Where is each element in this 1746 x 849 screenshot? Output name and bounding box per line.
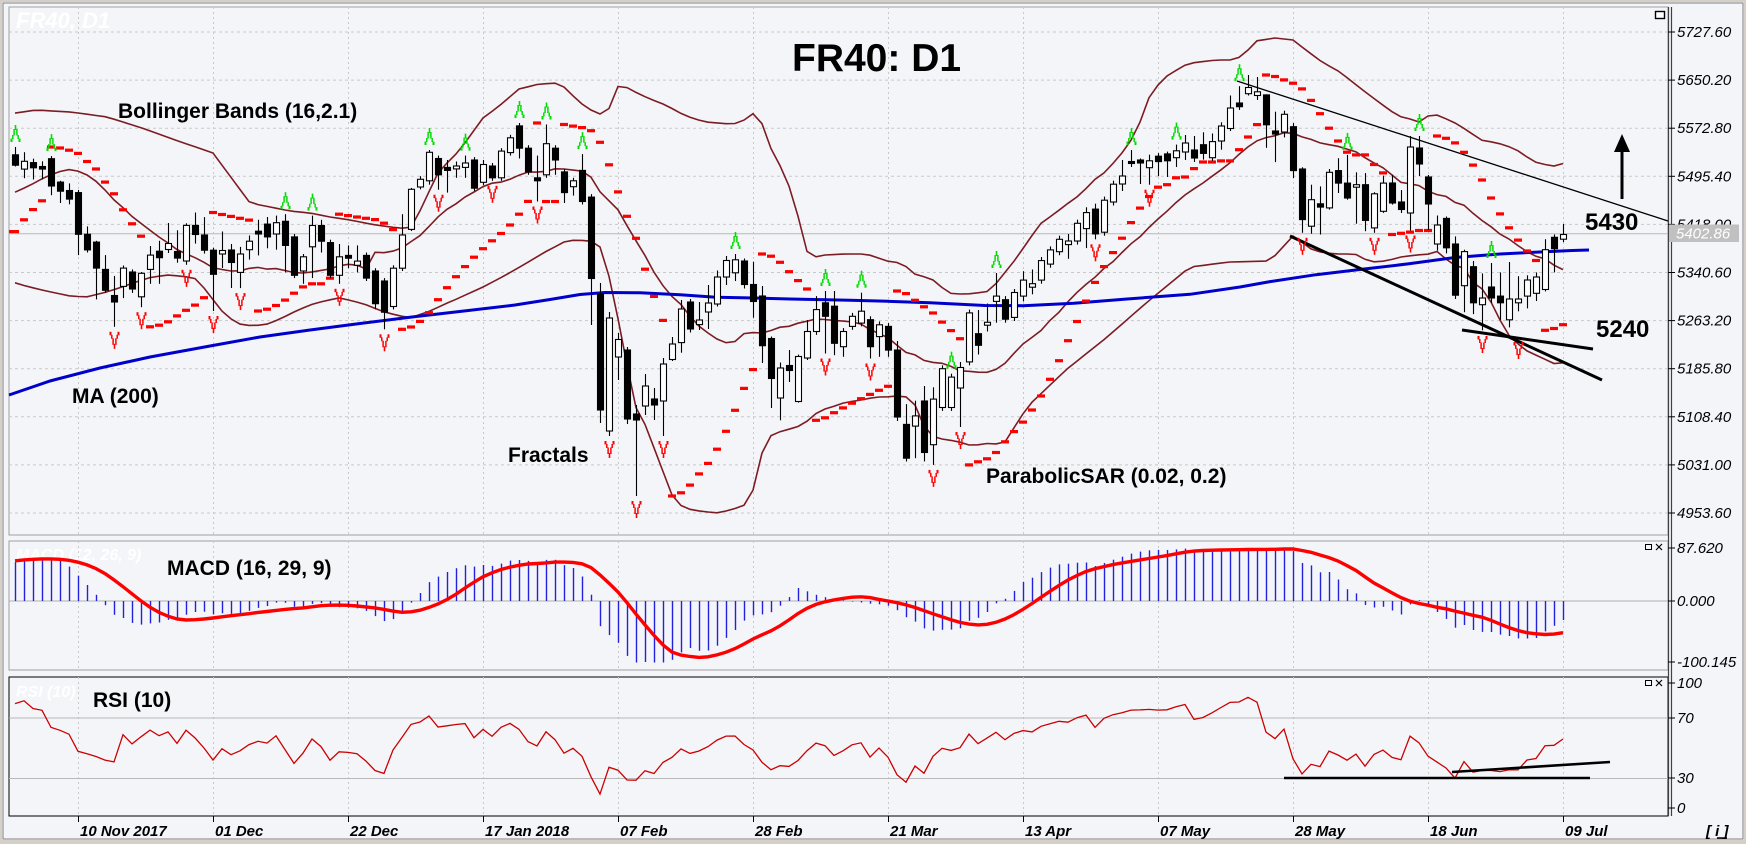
svg-text:MACD (16, 29, 9): MACD (16, 29, 9) xyxy=(167,557,332,580)
svg-text:13 Apr: 13 Apr xyxy=(1025,823,1072,840)
svg-text:[ i ]: [ i ] xyxy=(1705,823,1729,840)
svg-text:5240: 5240 xyxy=(1596,316,1649,343)
svg-text:5031.00: 5031.00 xyxy=(1677,457,1732,474)
svg-text:17 Jan 2018: 17 Jan 2018 xyxy=(485,823,570,840)
svg-text:07 Feb: 07 Feb xyxy=(620,823,668,840)
svg-text:Fractals: Fractals xyxy=(508,444,589,467)
svg-text:Bollinger Bands (16,2.1): Bollinger Bands (16,2.1) xyxy=(118,100,357,123)
svg-text:ParabolicSAR (0.02, 0.2): ParabolicSAR (0.02, 0.2) xyxy=(986,465,1226,488)
svg-text:5185.80: 5185.80 xyxy=(1677,361,1732,378)
svg-text:-100.145: -100.145 xyxy=(1677,654,1737,671)
svg-text:5402.86: 5402.86 xyxy=(1676,226,1731,243)
svg-text:28 Feb: 28 Feb xyxy=(754,823,803,840)
svg-text:70: 70 xyxy=(1677,710,1694,727)
svg-text:5430: 5430 xyxy=(1585,209,1638,236)
svg-text:01 Dec: 01 Dec xyxy=(215,823,264,840)
svg-text:5108.40: 5108.40 xyxy=(1677,409,1732,426)
svg-text:4953.60: 4953.60 xyxy=(1677,505,1732,522)
svg-text:5263.20: 5263.20 xyxy=(1677,313,1732,330)
svg-text:5495.40: 5495.40 xyxy=(1677,168,1732,185)
svg-text:28 May: 28 May xyxy=(1294,823,1346,840)
svg-text:MA (200): MA (200) xyxy=(72,385,159,408)
svg-text:5727.60: 5727.60 xyxy=(1677,24,1732,41)
svg-text:FR40: D1: FR40: D1 xyxy=(792,37,961,80)
svg-text:21 Mar: 21 Mar xyxy=(889,823,939,840)
svg-text:100: 100 xyxy=(1677,675,1703,692)
svg-text:RSI (10): RSI (10) xyxy=(16,684,76,701)
svg-text:18 Jun: 18 Jun xyxy=(1430,823,1478,840)
svg-text:RSI (10): RSI (10) xyxy=(93,689,171,712)
svg-text:5340.60: 5340.60 xyxy=(1677,265,1732,282)
svg-text:07 May: 07 May xyxy=(1160,823,1211,840)
svg-text:5650.20: 5650.20 xyxy=(1677,72,1732,89)
svg-text:0.000: 0.000 xyxy=(1677,593,1715,610)
svg-text:30: 30 xyxy=(1677,770,1694,787)
svg-text:22 Dec: 22 Dec xyxy=(349,823,399,840)
svg-text:10 Nov 2017: 10 Nov 2017 xyxy=(80,823,167,840)
svg-text:09 Jul: 09 Jul xyxy=(1565,823,1608,840)
svg-text:0: 0 xyxy=(1677,800,1686,817)
svg-text:FR40, D1: FR40, D1 xyxy=(16,8,110,33)
svg-text:87.620: 87.620 xyxy=(1677,540,1724,557)
svg-text:5572.80: 5572.80 xyxy=(1677,120,1732,137)
